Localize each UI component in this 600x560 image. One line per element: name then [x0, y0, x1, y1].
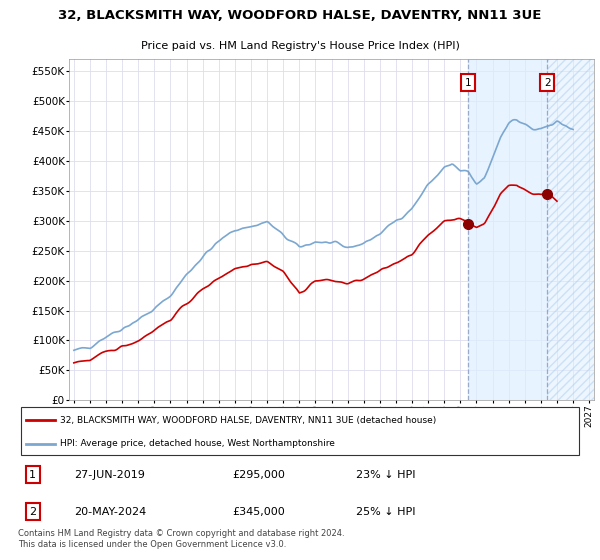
Text: £295,000: £295,000: [232, 470, 285, 479]
Bar: [469, 59, 547, 400]
Text: 2: 2: [29, 507, 37, 517]
Text: Contains HM Land Registry data © Crown copyright and database right 2024.
This d: Contains HM Land Registry data © Crown c…: [18, 529, 344, 549]
Text: 25% ↓ HPI: 25% ↓ HPI: [356, 507, 416, 517]
Text: 1: 1: [29, 470, 36, 479]
Text: 1: 1: [465, 78, 472, 88]
Text: 32, BLACKSMITH WAY, WOODFORD HALSE, DAVENTRY, NN11 3UE: 32, BLACKSMITH WAY, WOODFORD HALSE, DAVE…: [58, 9, 542, 22]
Text: 23% ↓ HPI: 23% ↓ HPI: [356, 470, 416, 479]
Text: 32, BLACKSMITH WAY, WOODFORD HALSE, DAVENTRY, NN11 3UE (detached house): 32, BLACKSMITH WAY, WOODFORD HALSE, DAVE…: [60, 416, 437, 424]
Text: 2: 2: [544, 78, 551, 88]
Text: 20-MAY-2024: 20-MAY-2024: [74, 507, 146, 517]
Text: HPI: Average price, detached house, West Northamptonshire: HPI: Average price, detached house, West…: [60, 439, 335, 449]
Text: £345,000: £345,000: [232, 507, 285, 517]
Bar: [547, 59, 594, 400]
Text: Price paid vs. HM Land Registry's House Price Index (HPI): Price paid vs. HM Land Registry's House …: [140, 41, 460, 51]
FancyBboxPatch shape: [21, 407, 579, 455]
Text: 27-JUN-2019: 27-JUN-2019: [74, 470, 145, 479]
